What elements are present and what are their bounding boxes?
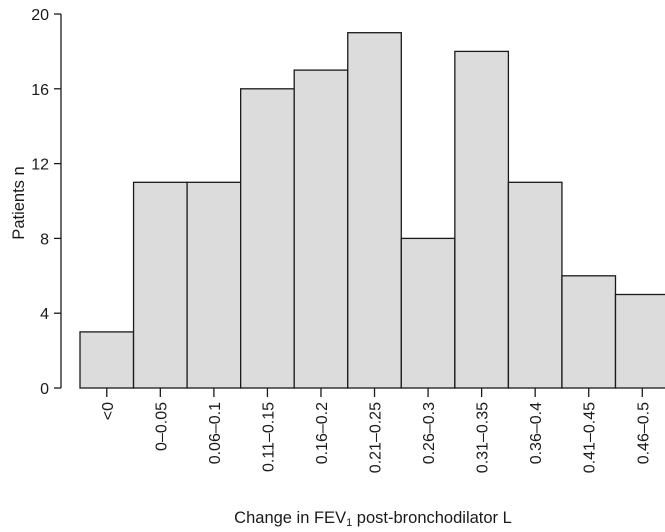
x-tick-label-10: 0.46–0.5 xyxy=(635,402,652,464)
y-tick-label-4: 4 xyxy=(40,306,49,323)
x-tick-label-3: 0.11–0.15 xyxy=(260,402,277,472)
bar-6 xyxy=(400,237,456,389)
x-tick-label-4: 0.16–0.2 xyxy=(314,402,331,464)
x-axis-title-main: Change in FEV xyxy=(234,509,346,527)
y-tick-label-20: 20 xyxy=(31,7,49,24)
bar-1 xyxy=(132,181,188,389)
bar-4 xyxy=(293,69,349,389)
y-tick-label-16: 16 xyxy=(31,82,49,99)
y-tick-label-12: 12 xyxy=(31,157,49,174)
x-tick-label-8: 0.36–0.4 xyxy=(528,402,545,464)
bars-group xyxy=(79,32,665,389)
x-tick-label-9: 0.41–0.45 xyxy=(582,402,599,473)
y-axis-title: Patients n xyxy=(10,166,28,239)
bar-10 xyxy=(614,293,665,389)
bar-5 xyxy=(347,32,402,389)
x-axis-title-rest: post-bronchodilator L xyxy=(352,509,512,527)
bar-7 xyxy=(454,50,510,389)
bar-8 xyxy=(507,181,563,389)
x-tick-label-7: 0.31–0.35 xyxy=(475,402,492,473)
y-ticks-group: 0 4 8 12 16 20 xyxy=(31,7,61,398)
x-tick-label-2: 0.06–0.1 xyxy=(207,402,224,464)
x-axis-title: Change in FEV1 post-bronchodilator L xyxy=(234,509,512,529)
x-tick-label-6: 0.26–0.3 xyxy=(421,402,438,464)
bar-3 xyxy=(239,88,295,389)
bar-9 xyxy=(561,275,617,389)
y-tick-label-8: 8 xyxy=(40,231,49,248)
x-tick-label-0: <0 xyxy=(100,402,117,420)
x-ticks-group: <0 0–0.05 0.06–0.1 0.11–0.15 0.16–0.2 0.21–0.… xyxy=(100,388,652,473)
x-axis-title-subscript: 1 xyxy=(346,517,352,529)
x-tick-label-1: 0–0.05 xyxy=(153,402,170,451)
x-tick-label-5: 0.21–0.25 xyxy=(368,402,385,473)
y-tick-label-0: 0 xyxy=(40,381,49,398)
bar-0 xyxy=(79,331,135,389)
bar-2 xyxy=(186,181,242,389)
